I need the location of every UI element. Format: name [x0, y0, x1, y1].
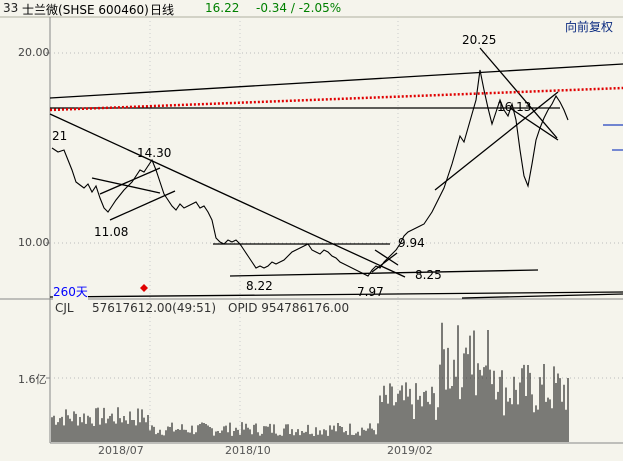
annotation-9-94: 9.94 [398, 236, 425, 250]
period-selector[interactable]: 日线 [150, 3, 175, 17]
stock-index: 33 [3, 1, 19, 15]
stock-name: 士兰微 [22, 3, 59, 17]
date-label-1: 2018/07 [98, 444, 144, 457]
price-change: -0.34 / -2.05% [256, 1, 342, 15]
trendline-descending [49, 113, 406, 278]
annotation-14-30: 14.30 [137, 146, 172, 160]
wedge-line-b [509, 107, 559, 141]
y-label-20: 20.00 [18, 46, 50, 59]
period-count-label: 260天 [53, 283, 88, 300]
date-label-3: 2019/02 [387, 444, 433, 457]
ma-line [49, 86, 623, 112]
date-label-2: 2018/10 [225, 444, 271, 457]
uptrend-line [434, 91, 559, 191]
support-line-825 [229, 269, 539, 277]
triangle-line-1 [91, 177, 161, 194]
annotation-16-13: 16.13 [497, 100, 532, 114]
annotation-7-97: 7.97 [357, 285, 384, 299]
stock-symbol: (SHSE 600460) [58, 3, 149, 17]
triangle-line-2 [99, 167, 161, 195]
annotation-11-08: 11.08 [94, 225, 129, 239]
annotation-21: 21 [52, 129, 68, 143]
stock-title: 士兰微(SHSE 600460) [22, 1, 149, 18]
red-diamond-icon [140, 284, 148, 292]
price-line [51, 69, 569, 277]
drawing-lines [49, 47, 623, 299]
bottom-trendline-2 [461, 293, 623, 299]
small-line-a [374, 249, 399, 266]
volume-y-label: 1.6亿 [18, 373, 47, 386]
annotation-8-22: 8.22 [246, 279, 273, 293]
triangle-line-3 [109, 190, 176, 221]
restore-mode-button[interactable]: 向前复权 [564, 20, 613, 34]
annotation-20-25: 20.25 [462, 33, 497, 47]
last-price: 16.22 [205, 1, 240, 15]
small-line-b [371, 252, 398, 273]
volume-bars [51, 322, 569, 442]
annotation-8-25: 8.25 [415, 268, 442, 282]
trendline-long-top [49, 63, 623, 99]
indicator-name[interactable]: CJL [55, 301, 74, 315]
indicator-value: 57617612.00(49:51) [92, 301, 217, 315]
opid-value: OPID 954786176.00 [228, 301, 350, 315]
bottom-trendline [49, 291, 623, 298]
y-label-10: 10.00 [18, 236, 50, 249]
